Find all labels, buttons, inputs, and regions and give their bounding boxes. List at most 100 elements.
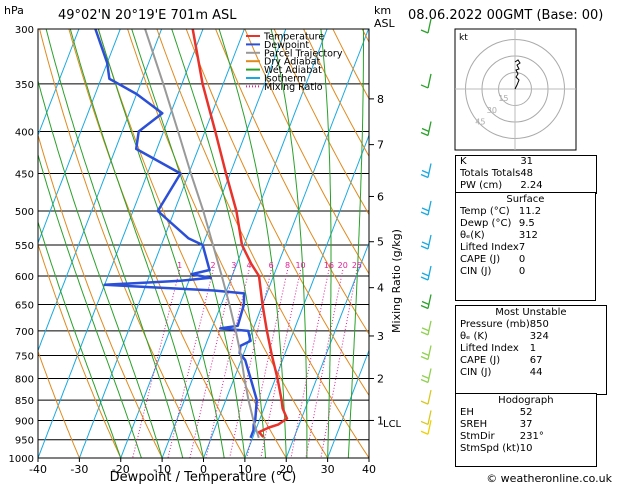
wind-barb-staff [427, 320, 432, 336]
copyright: © weatheronline.co.uk [486, 472, 612, 485]
wind-barb-staff [427, 265, 432, 281]
km-tick-label: 3 [377, 330, 384, 343]
indices-panel: K 31 Totals Totals 48 PW (cm) 2.24 [455, 155, 598, 194]
mixing-ratio-label: 6 [269, 261, 274, 270]
wet-adiabat-line [38, 79, 163, 458]
pressure-tick-label: 650 [15, 301, 34, 312]
x-tick-label: -30 [70, 463, 88, 476]
wind-barb-flag [421, 374, 430, 380]
mu-label: Lifted Index [460, 343, 519, 354]
pressure-tick-label: 850 [15, 396, 34, 407]
surface-panel: Surface Temp (°C) 11.2 Dewp (°C) 9.5 θₑ(K)… [455, 192, 596, 301]
index-label: Totals Totals [460, 168, 521, 179]
surface-label: Lifted Index [460, 242, 519, 253]
wet-adiabat-line [218, 29, 287, 458]
km-tick-label: 6 [377, 190, 384, 203]
index-value: 31 [520, 156, 534, 167]
mixing-ratio-line [290, 269, 330, 458]
mu-row: CAPE (J) 67 [456, 355, 606, 367]
wet-adiabat-line [171, 29, 267, 458]
dewpoint-series [94, 29, 259, 439]
wind-barb-flag [420, 276, 429, 281]
x-tick-label: -40 [29, 463, 47, 476]
pressure-tick-label: 1000 [9, 454, 34, 465]
wind-barb [420, 320, 432, 336]
pressure-tick-label: 900 [15, 416, 34, 427]
location-title: 49°02'N 20°19'E 701m ASL [58, 8, 237, 23]
axes: 3003504004505005506006507007508008509009… [9, 25, 402, 476]
wet-adiabat-line [347, 29, 364, 458]
surface-value: 7 [518, 242, 526, 253]
wind-barb [420, 389, 432, 405]
dry-adiabat-line [215, 29, 369, 335]
mixing-ratio-label: 16 [324, 261, 334, 270]
hodograph-ring-label: 15 [498, 94, 508, 103]
isotherm-line [38, 29, 121, 245]
index-value: 2.24 [520, 180, 543, 191]
mu-label: CAPE (J) [460, 355, 501, 366]
wet-adiabat-line [69, 29, 204, 458]
isotherm-line [285, 241, 369, 458]
surface-label: Dewp (°C) [460, 218, 512, 229]
legend-label: Dry Adiabat [264, 57, 321, 68]
x-tick-label: -10 [153, 463, 171, 476]
surface-title: Surface [456, 192, 595, 206]
pressure-tick-label: 500 [15, 207, 34, 218]
legend-label: Temperature [263, 32, 324, 43]
hodo-label: StmDir [460, 431, 495, 442]
wind-barb [420, 200, 432, 216]
wind-barb-staff [427, 345, 432, 360]
pressure-tick-label: 550 [15, 241, 34, 252]
wind-barb-flag [421, 327, 430, 332]
pressure-tick-label: 350 [15, 80, 34, 91]
pressure-tick-label: 600 [15, 272, 34, 283]
km-tick-label: 5 [377, 236, 384, 249]
x-tick-label: -20 [112, 463, 130, 476]
legend-label: Parcel Trajectory [264, 48, 343, 59]
legend-label: Mixing Ratio [264, 82, 323, 93]
surface-label: θₑ(K) [460, 230, 485, 241]
asl-unit: ASL [374, 17, 396, 30]
wind-barb-flag [420, 355, 429, 361]
profile-lines [94, 29, 289, 439]
surface-row: Dewp (°C) 9.5 [456, 218, 595, 230]
legend-label: Wet Adiabat [264, 65, 322, 76]
mu-label: CIN (J) [460, 367, 492, 378]
isotherm-line [120, 29, 287, 458]
wind-barb-staff [427, 368, 432, 383]
hodo-value: 52 [519, 407, 533, 418]
pressure-tick-label: 700 [15, 327, 34, 338]
hodograph-trace [514, 59, 521, 90]
datetime-title: 08.06.2022 00GMT (Base: 00) [408, 8, 603, 23]
dry-adiabat-line [97, 29, 287, 458]
dry-adiabat-line [127, 29, 329, 458]
wind-barb [420, 234, 432, 250]
km-unit: km [374, 4, 391, 17]
wind-barb-staff [427, 200, 432, 216]
wind-barbs [420, 18, 432, 435]
wind-barb-flag [420, 173, 429, 179]
pressure-tick-label: 950 [15, 436, 34, 447]
mu-value: 1 [529, 343, 537, 354]
mixing-ratio-label: 8 [285, 261, 290, 270]
wet-adiabat-line [45, 29, 184, 458]
hodo-label: StmSpd (kt) [460, 443, 520, 454]
wind-barb [420, 294, 432, 310]
legend-label: Dewpoint [264, 40, 309, 51]
wind-barb [420, 368, 432, 384]
wind-barb [420, 345, 432, 361]
km-tick-label: 8 [377, 93, 384, 106]
surface-value: 0 [518, 254, 526, 265]
hodograph-title: Hodograph [456, 393, 596, 407]
dry-adiabat-line [185, 29, 369, 397]
surface-row: Lifted Index 7 [456, 242, 595, 254]
mu-row: CIN (J) 44 [456, 367, 606, 379]
lcl-label: LCL [383, 419, 402, 430]
mixing-ratio-line [320, 269, 358, 458]
most-unstable-panel: Most Unstable Pressure (mb) 850 θₑ (K) 324… [455, 305, 607, 395]
hodo-row: EH 52 [456, 407, 596, 419]
wind-barb-staff [427, 420, 432, 435]
mu-value: 67 [529, 355, 543, 366]
